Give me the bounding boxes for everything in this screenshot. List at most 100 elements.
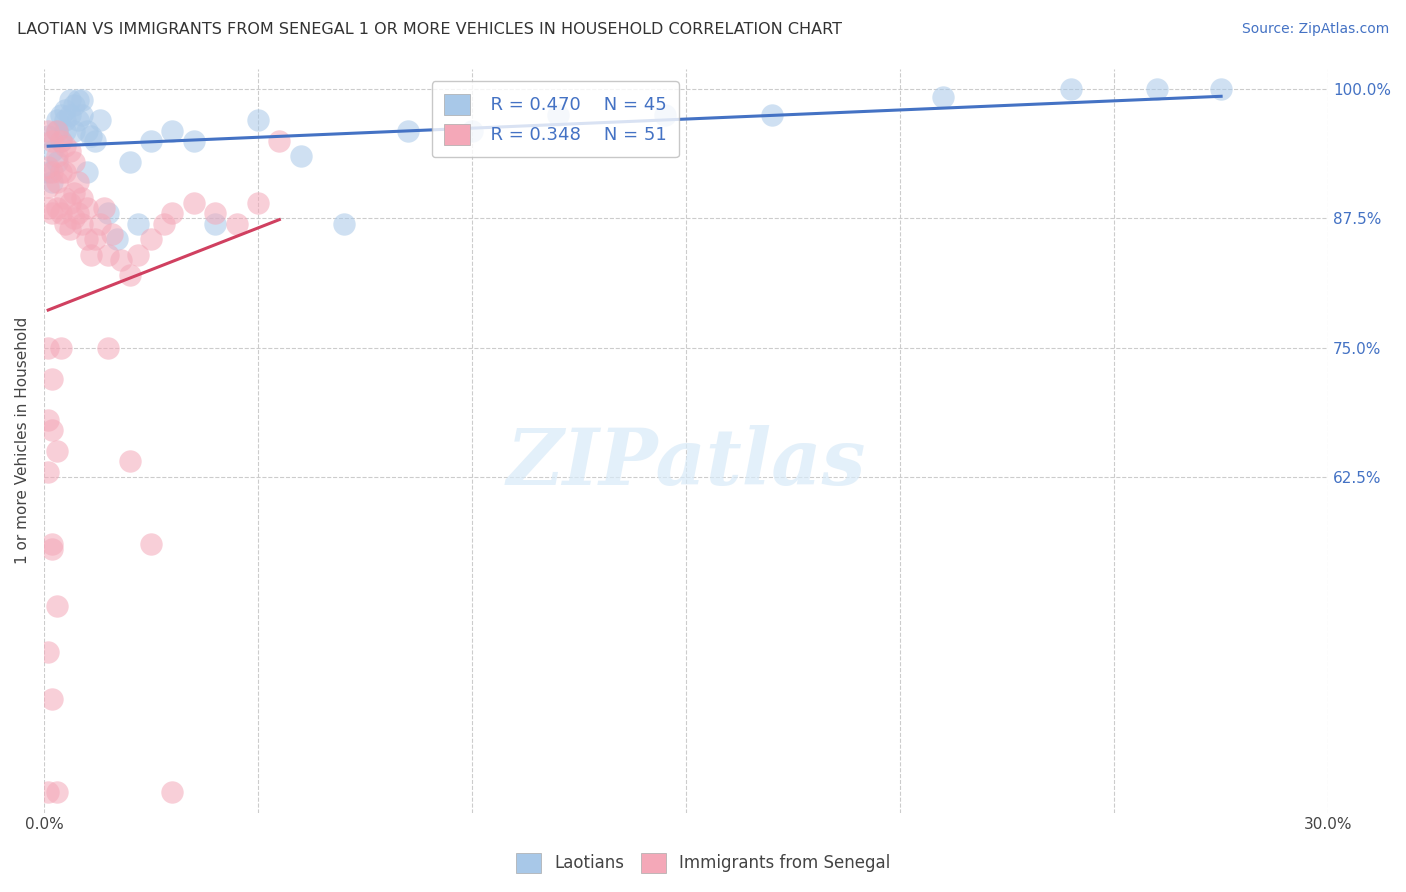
Point (45, 201, 67, 215)
Point (58, 108, 80, 122)
Point (37, 123, 59, 137)
Point (72, 93, 94, 107)
Point (45, 785, 67, 799)
Point (84, 232, 107, 246)
Point (63, 123, 86, 137)
Point (80, 247, 103, 261)
Point (58, 93, 80, 107)
Point (269, 134, 291, 148)
Point (118, 268, 141, 283)
Text: Source: ZipAtlas.com: Source: ZipAtlas.com (1241, 22, 1389, 37)
Point (37, 785, 59, 799)
Point (41, 542, 63, 557)
Point (290, 149, 312, 163)
Point (45, 154, 67, 169)
Point (67, 93, 90, 107)
Point (152, 217, 174, 231)
Point (49, 206, 72, 220)
Point (246, 113, 269, 128)
Point (72, 217, 94, 231)
Point (45, 113, 67, 128)
Point (41, 206, 63, 220)
Point (461, 123, 484, 137)
Point (41, 134, 63, 148)
Point (76, 232, 98, 246)
Point (118, 454, 141, 468)
Point (97, 206, 120, 220)
Point (204, 206, 226, 220)
Point (41, 371, 63, 385)
Point (41, 144, 63, 158)
Point (37, 465, 59, 479)
Point (41, 165, 63, 179)
Point (37, 413, 59, 427)
Point (72, 191, 94, 205)
Point (37, 201, 59, 215)
Point (41, 537, 63, 551)
Point (101, 227, 124, 241)
Point (49, 341, 72, 355)
Point (204, 217, 226, 231)
Point (127, 247, 149, 261)
Point (53, 139, 76, 153)
Point (37, 180, 59, 194)
Point (139, 232, 162, 246)
Point (41, 175, 63, 189)
Point (63, 211, 86, 226)
Point (53, 191, 76, 205)
Point (72, 108, 94, 122)
Point (97, 247, 120, 261)
Text: LAOTIAN VS IMMIGRANTS FROM SENEGAL 1 OR MORE VEHICLES IN HOUSEHOLD CORRELATION C: LAOTIAN VS IMMIGRANTS FROM SENEGAL 1 OR … (17, 22, 842, 37)
Point (932, 90, 955, 104)
Point (37, 160, 59, 174)
Point (58, 221, 80, 235)
Point (37, 341, 59, 355)
Point (58, 144, 80, 158)
Point (67, 113, 90, 128)
Point (53, 103, 76, 117)
Point (1211, 82, 1233, 96)
Point (67, 206, 90, 220)
Point (396, 123, 419, 137)
Point (76, 201, 98, 215)
Point (37, 645, 59, 659)
Point (183, 195, 205, 210)
Point (49, 108, 72, 122)
Point (67, 175, 90, 189)
Point (110, 252, 132, 267)
Point (162, 123, 184, 137)
Point (49, 134, 72, 148)
Point (89, 217, 111, 231)
Point (53, 123, 76, 137)
Point (45, 443, 67, 458)
Point (45, 149, 67, 163)
Point (63, 154, 86, 169)
Point (37, 128, 59, 143)
Point (225, 217, 247, 231)
Point (37, 165, 59, 179)
Point (183, 134, 205, 148)
Point (53, 217, 76, 231)
Point (139, 134, 162, 148)
Point (84, 134, 107, 148)
Point (127, 217, 149, 231)
Point (41, 423, 63, 437)
Point (76, 123, 98, 137)
Point (49, 134, 72, 148)
Point (761, 108, 783, 122)
Point (45, 599, 67, 613)
Point (80, 128, 103, 143)
Point (162, 206, 184, 220)
Point (76, 165, 98, 179)
Point (45, 175, 67, 189)
Point (139, 537, 162, 551)
Point (53, 113, 76, 128)
Point (41, 691, 63, 706)
Point (97, 341, 120, 355)
Legend: Laotians, Immigrants from Senegal: Laotians, Immigrants from Senegal (509, 847, 897, 880)
Point (89, 113, 111, 128)
Point (45, 123, 67, 137)
Point (63, 186, 86, 200)
Point (332, 217, 354, 231)
Point (53, 165, 76, 179)
